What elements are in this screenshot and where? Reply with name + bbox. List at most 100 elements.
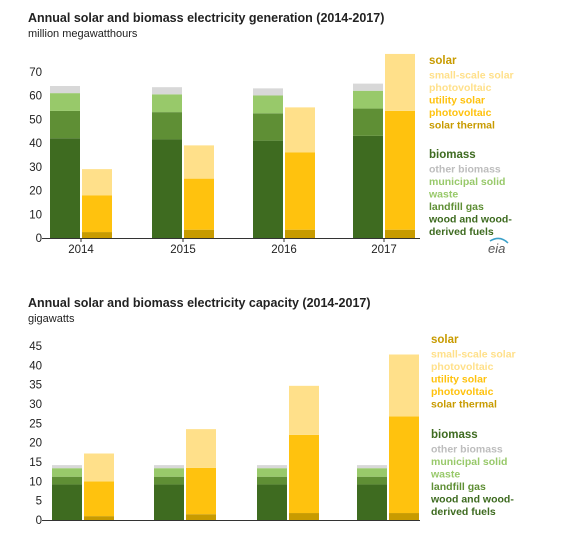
legend-entry: photovoltaic bbox=[429, 82, 492, 94]
bar-segment-solar bbox=[84, 453, 114, 482]
x-tick-label: 2015 bbox=[170, 244, 196, 256]
bar-segment-solar bbox=[289, 385, 319, 435]
bar-segment-solar bbox=[82, 232, 112, 238]
bar-segment-solar bbox=[385, 110, 415, 230]
y-tick-label: 10 bbox=[29, 209, 42, 221]
capacity-chart: 0 5 10 15 20 25 30 35 40 45 solar small-scale solar… bbox=[29, 334, 515, 527]
eia-logo: eia bbox=[488, 241, 505, 256]
y-tick-label: 15 bbox=[29, 457, 42, 469]
bar-segment-solar bbox=[84, 516, 114, 520]
y-tick-label: 5 bbox=[36, 496, 42, 508]
y-tick-label: 50 bbox=[29, 114, 42, 126]
bar-segment-solar bbox=[82, 169, 112, 196]
bar-segment-biomass bbox=[50, 110, 80, 139]
bar-segment-biomass bbox=[52, 468, 82, 477]
legend-entry: waste bbox=[428, 189, 458, 201]
bar-segment-solar bbox=[385, 229, 415, 238]
legend-heading-biomass: biomass bbox=[431, 429, 478, 441]
bar-segment-biomass bbox=[152, 87, 182, 95]
legend-entry: solar thermal bbox=[429, 120, 495, 132]
bar-segment-biomass bbox=[152, 139, 182, 238]
legend-entry: other biomass bbox=[431, 444, 503, 456]
legend-entry: utility solar bbox=[429, 95, 485, 107]
y-tick-label: 0 bbox=[36, 515, 42, 527]
bar-segment-biomass bbox=[52, 476, 82, 485]
bar-segment-biomass bbox=[357, 468, 387, 477]
bar-segment-solar bbox=[184, 178, 214, 230]
bar-segment-solar bbox=[389, 354, 419, 417]
y-tick-label: 25 bbox=[29, 418, 42, 430]
unit-label: gigawatts bbox=[28, 313, 75, 325]
generation-chart: 0 10 20 30 40 50 60 70 2014 2015 2016 2017 solar smal… bbox=[29, 53, 514, 256]
bar-segment-solar bbox=[289, 434, 319, 514]
bar-segment-biomass bbox=[52, 465, 82, 469]
unit-label: million megawatthours bbox=[28, 28, 138, 40]
y-tick-label: 70 bbox=[29, 67, 42, 79]
bar-segment-solar bbox=[84, 481, 114, 517]
bar-segment-biomass bbox=[257, 476, 287, 485]
legend-entry: wood and wood- bbox=[430, 494, 514, 506]
bar-segment-biomass bbox=[154, 484, 184, 520]
chart-title: Annual solar and biomass electricity cap… bbox=[28, 296, 371, 310]
bar-segment-solar bbox=[184, 229, 214, 238]
y-tick-label: 20 bbox=[29, 438, 42, 450]
legend-entry: small-scale solar bbox=[431, 349, 516, 361]
bar-segment-biomass bbox=[357, 476, 387, 485]
legend-entry: solar thermal bbox=[431, 399, 497, 411]
bar-segment-biomass bbox=[253, 88, 283, 96]
bar-segment-biomass bbox=[253, 140, 283, 238]
legend-entry: small-scale solar bbox=[429, 70, 514, 82]
bar-segment-biomass bbox=[253, 113, 283, 141]
legend-heading-biomass: biomass bbox=[429, 149, 476, 161]
legend-entry: other biomass bbox=[429, 164, 501, 176]
bar-segment-solar bbox=[385, 53, 415, 111]
x-tick-label: 2016 bbox=[271, 244, 297, 256]
bar-segment-biomass bbox=[357, 484, 387, 520]
legend-entry: municipal solid bbox=[431, 456, 507, 468]
legend-entry: derived fuels bbox=[431, 506, 496, 518]
legend-entry: landfill gas bbox=[431, 481, 486, 493]
y-tick-label: 40 bbox=[29, 360, 42, 372]
legend-entry: municipal solid bbox=[429, 176, 505, 188]
bar-segment-biomass bbox=[154, 468, 184, 477]
bar-segment-biomass bbox=[257, 484, 287, 520]
bar-segment-solar bbox=[186, 467, 216, 515]
y-tick-label: 35 bbox=[29, 380, 42, 392]
bar-segment-biomass bbox=[357, 465, 387, 469]
legend-entry: wood and wood- bbox=[428, 214, 512, 226]
y-tick-label: 0 bbox=[36, 233, 42, 245]
y-tick-label: 40 bbox=[29, 138, 42, 150]
chart-title: Annual solar and biomass electricity gen… bbox=[28, 11, 384, 25]
legend-entry: photovoltaic bbox=[431, 386, 494, 398]
bar-segment-biomass bbox=[154, 465, 184, 469]
bar-segment-biomass bbox=[154, 476, 184, 485]
y-tick-label: 10 bbox=[29, 476, 42, 488]
legend-entry: photovoltaic bbox=[429, 107, 492, 119]
bar-segment-solar bbox=[289, 513, 319, 520]
bar-segment-solar bbox=[184, 145, 214, 179]
bar-segment-solar bbox=[285, 107, 315, 153]
bar-segment-biomass bbox=[50, 93, 80, 111]
x-tick-label: 2017 bbox=[371, 244, 397, 256]
bar-segment-biomass bbox=[353, 83, 383, 91]
bar-segment-solar bbox=[186, 429, 216, 468]
bar-segment-biomass bbox=[152, 94, 182, 113]
legend-entry: photovoltaic bbox=[431, 361, 494, 373]
bar-segment-biomass bbox=[257, 465, 287, 469]
bar-segment-biomass bbox=[50, 86, 80, 94]
y-tick-label: 30 bbox=[29, 162, 42, 174]
y-tick-label: 20 bbox=[29, 186, 42, 198]
legend-entry: derived fuels bbox=[429, 226, 494, 238]
bar-segment-biomass bbox=[257, 468, 287, 477]
bar-segment-biomass bbox=[353, 90, 383, 109]
bar-segment-biomass bbox=[52, 484, 82, 520]
eia-logo-arc bbox=[489, 237, 509, 244]
legend-entry: landfill gas bbox=[429, 201, 484, 213]
bar-segment-solar bbox=[285, 229, 315, 238]
legend-entry: utility solar bbox=[431, 374, 487, 386]
bar-segment-biomass bbox=[253, 95, 283, 114]
bar-segment-biomass bbox=[50, 138, 80, 238]
y-tick-label: 30 bbox=[29, 399, 42, 411]
bar-segment-solar bbox=[389, 513, 419, 520]
